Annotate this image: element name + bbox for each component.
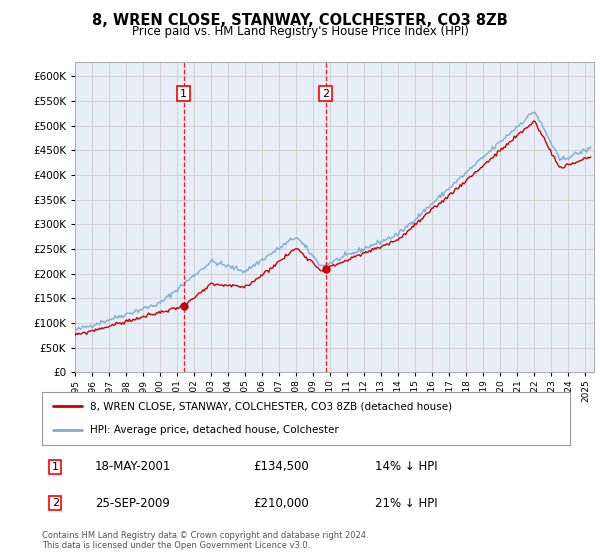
Text: £210,000: £210,000 bbox=[253, 497, 309, 510]
Text: 21% ↓ HPI: 21% ↓ HPI bbox=[374, 497, 437, 510]
Text: 2: 2 bbox=[322, 88, 329, 99]
Text: 1: 1 bbox=[180, 88, 187, 99]
Text: Contains HM Land Registry data © Crown copyright and database right 2024.
This d: Contains HM Land Registry data © Crown c… bbox=[42, 531, 368, 550]
Text: 8, WREN CLOSE, STANWAY, COLCHESTER, CO3 8ZB (detached house): 8, WREN CLOSE, STANWAY, COLCHESTER, CO3 … bbox=[89, 402, 452, 412]
Text: Price paid vs. HM Land Registry's House Price Index (HPI): Price paid vs. HM Land Registry's House … bbox=[131, 25, 469, 38]
Text: 25-SEP-2009: 25-SEP-2009 bbox=[95, 497, 170, 510]
Text: £134,500: £134,500 bbox=[253, 460, 309, 473]
Text: 18-MAY-2001: 18-MAY-2001 bbox=[95, 460, 171, 473]
Text: 2: 2 bbox=[52, 498, 59, 508]
Text: 8, WREN CLOSE, STANWAY, COLCHESTER, CO3 8ZB: 8, WREN CLOSE, STANWAY, COLCHESTER, CO3 … bbox=[92, 13, 508, 28]
Text: 1: 1 bbox=[52, 462, 59, 472]
Text: 14% ↓ HPI: 14% ↓ HPI bbox=[374, 460, 437, 473]
Text: HPI: Average price, detached house, Colchester: HPI: Average price, detached house, Colc… bbox=[89, 425, 338, 435]
